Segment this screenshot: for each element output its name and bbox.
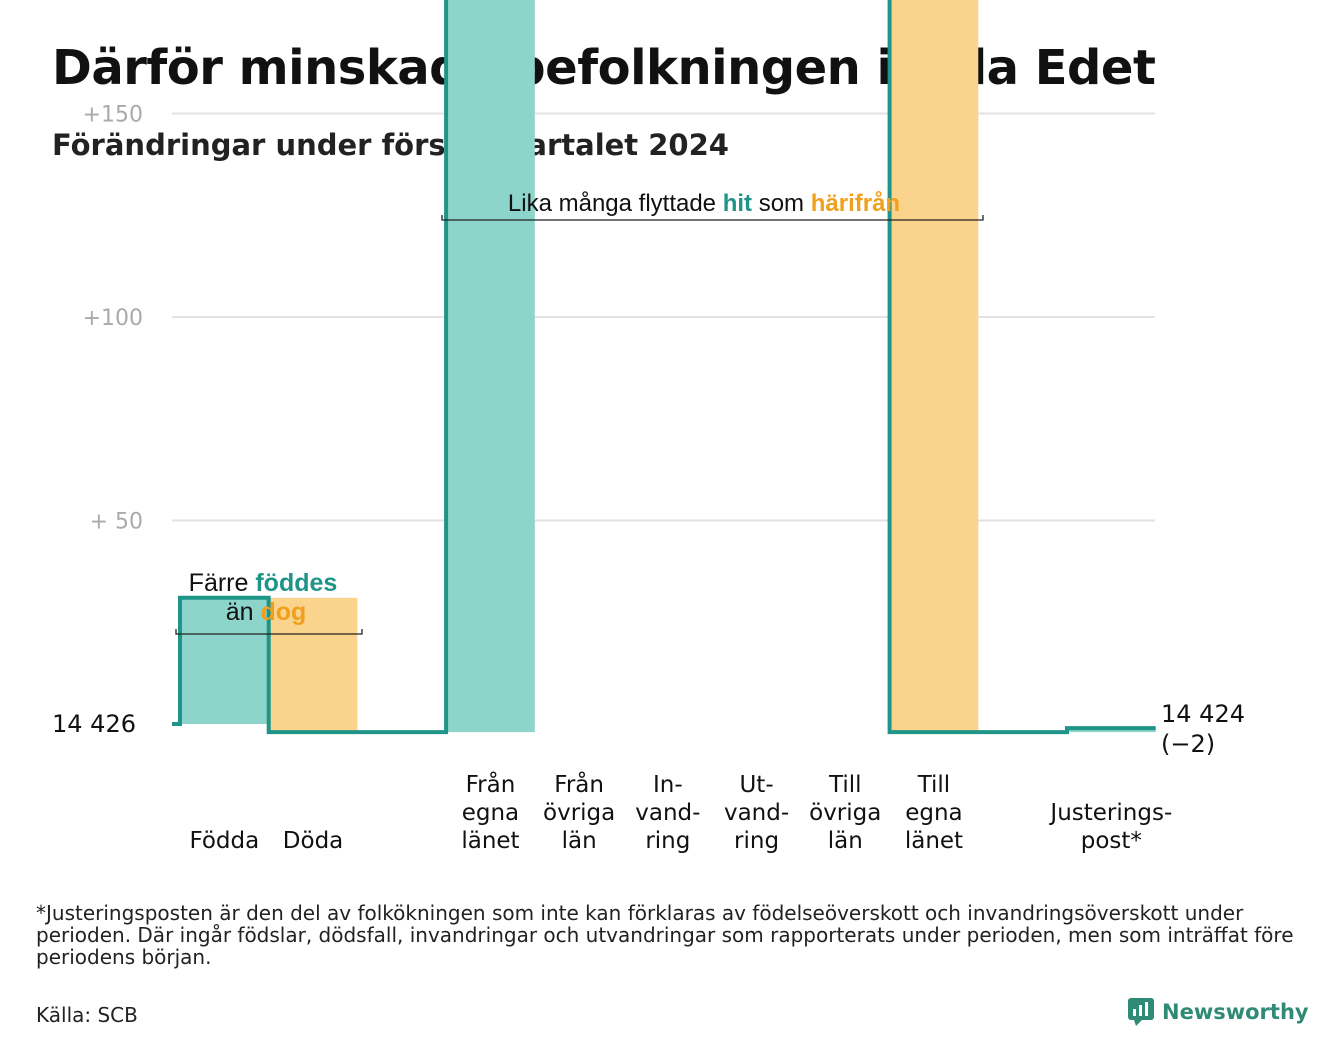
category-label-line: ring [645, 828, 690, 854]
annotation-segment: hit [723, 190, 752, 217]
y-tick-label: + 50 [90, 510, 143, 535]
category-label: Till egna länet [905, 772, 963, 854]
category-label: In-vand-ring [635, 772, 700, 854]
category-label: Från övriga län [543, 770, 615, 854]
inflow-bar [1067, 728, 1156, 733]
category-label-line: övriga [809, 800, 881, 826]
inflow-bar [446, 0, 535, 733]
annotation-natural-line2: än dog [226, 598, 307, 626]
category-label-line: Födda [189, 828, 259, 854]
category-label: Döda [283, 828, 343, 854]
cumulative-step-line [172, 0, 1156, 735]
category-label-line: Justerings- [1048, 800, 1172, 826]
page-subtitle: Förändringar under första kvartalet 2024 [52, 128, 729, 162]
end-change-label: (−2) [1161, 730, 1215, 758]
inflow-bar [180, 597, 269, 724]
outflow-bar [268, 597, 358, 733]
category-label-line: vand- [724, 800, 789, 826]
newsworthy-logo-icon [1128, 998, 1154, 1026]
annotation-segment: än [226, 598, 261, 626]
annotation-segment: som [752, 190, 811, 217]
category-label-line: övriga [543, 800, 615, 826]
category-label-line: ring [734, 828, 779, 854]
category-label-line: län [562, 828, 597, 854]
brand-name: Newsworthy [1162, 1000, 1309, 1024]
annotation-segment: föddes [255, 569, 337, 597]
category-label-line: Från [466, 770, 516, 798]
annotation-segment: härifrån [811, 190, 900, 217]
category-label-line: länet [905, 828, 963, 854]
category-label-line: Från [554, 770, 604, 798]
annotation-segment: dog [260, 598, 306, 626]
category-label-line: län [828, 828, 863, 854]
category-label-line: Döda [283, 828, 343, 854]
annotation-segment: Färre [189, 569, 256, 597]
category-label: Till övriga län [809, 772, 881, 854]
outflow-bar [889, 0, 979, 733]
brand-logo: Newsworthy [1128, 998, 1309, 1026]
category-label: Födda [189, 828, 259, 854]
gridlines: + 50+100+150+200+250 [83, 103, 1155, 535]
category-label: Från egna länet [461, 770, 519, 854]
end-value-label: 14 424 [1161, 700, 1245, 728]
bars [180, 0, 1156, 733]
category-label-line: Till [917, 772, 951, 798]
step-line [172, 0, 1156, 735]
category-label-line: egna [462, 800, 519, 826]
annotations: Lika många flyttade hit som härifrån Färr… [175, 190, 984, 635]
annotation-natural-line1: Färre föddes [189, 569, 338, 597]
migration-bracket [441, 215, 984, 221]
category-label: Ut-vand-ring [724, 772, 789, 854]
category-label-line: post* [1081, 828, 1142, 854]
y-tick-label: +100 [83, 306, 143, 331]
start-value-label: 14 426 [52, 710, 136, 738]
source-note: Källa: SCB [36, 1003, 138, 1027]
category-label-line: vand- [635, 800, 700, 826]
annotation-segment: Lika många flyttade [508, 190, 723, 217]
annotation-migration: Lika många flyttade hit som härifrån [508, 190, 900, 217]
y-tick-label: +150 [83, 103, 143, 128]
footnote: *Justeringsposten är den del av folkökni… [36, 901, 1294, 969]
category-label-line: Ut- [739, 772, 773, 798]
category-label-line: länet [461, 828, 519, 854]
natural-bracket [175, 629, 363, 635]
category-label: Justerings-post* [1048, 800, 1172, 854]
category-label-line: In- [653, 772, 683, 798]
category-label-line: egna [905, 800, 962, 826]
category-label-line: Till [828, 772, 862, 798]
waterfall-chart: + 50+100+150+200+250 FöddaDödaFrånegnalä… [52, 0, 1245, 854]
